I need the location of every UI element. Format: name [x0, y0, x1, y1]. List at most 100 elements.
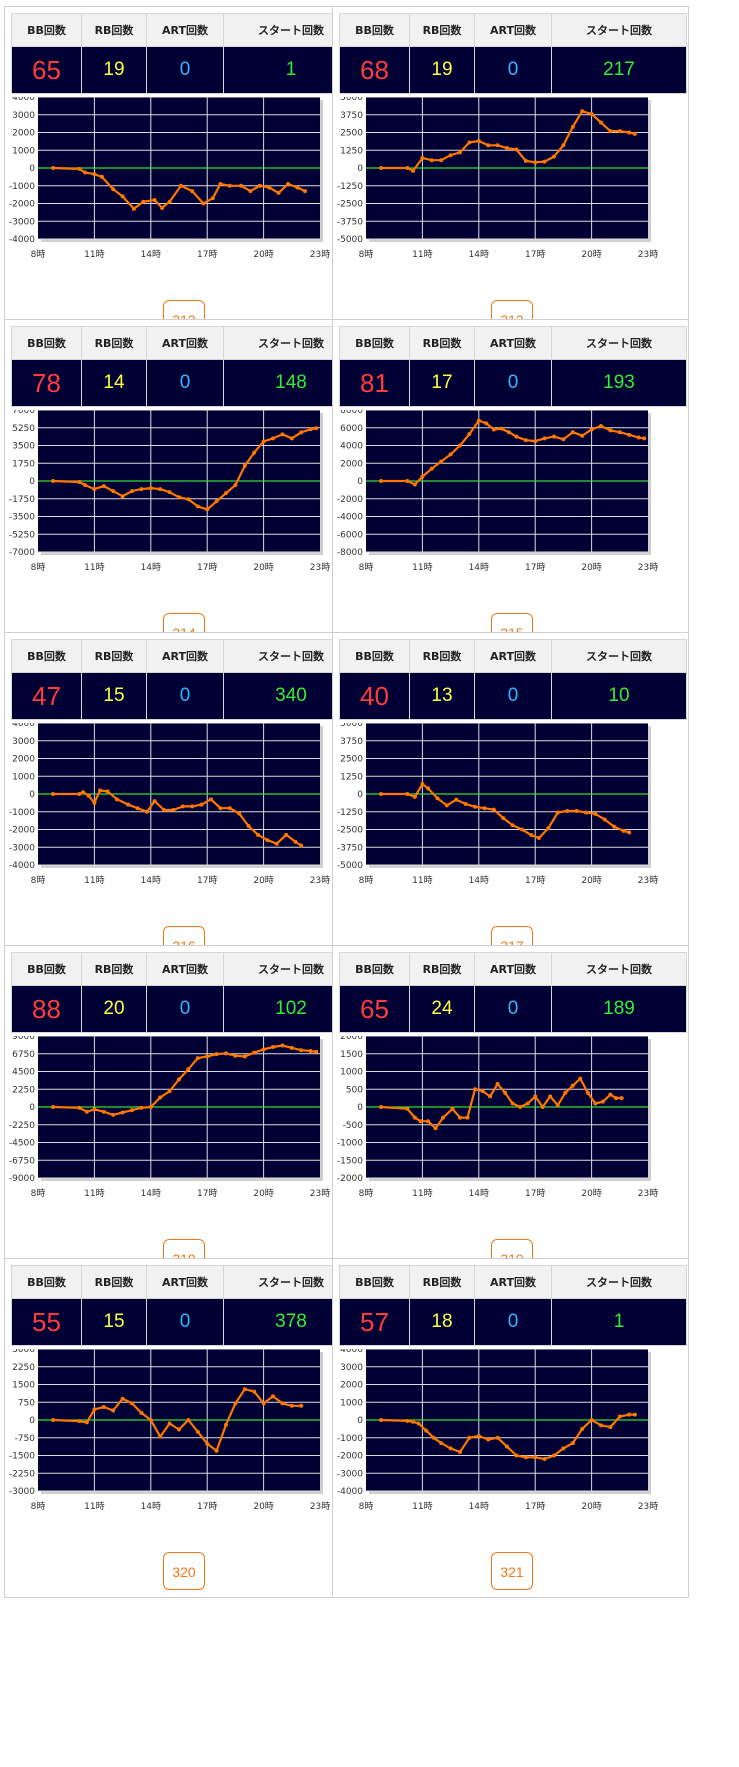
- profit-chart: 5000 3750 2500 1250 0 -1250 -2500 -3750 -5000 8時 1…: [337, 723, 658, 886]
- stats-table: BB回数 RB回数 ART回数 スタート回数 78 14 0 148: [11, 326, 359, 407]
- art-count: 0: [146, 46, 224, 94]
- bb-header: BB回数: [11, 1265, 82, 1299]
- data-point: [242, 1387, 247, 1392]
- data-point: [242, 1054, 247, 1059]
- x-tick-label: 23時: [310, 1501, 330, 1512]
- x-tick-label: 23時: [310, 875, 330, 886]
- data-point: [218, 181, 223, 186]
- data-point: [435, 796, 440, 801]
- data-point: [271, 1045, 275, 1050]
- y-tick-label: 500: [346, 1085, 363, 1095]
- x-tick-label: 20時: [253, 249, 273, 260]
- data-point: [195, 1056, 200, 1061]
- data-point: [570, 1083, 575, 1088]
- rb-count: 19: [409, 46, 475, 94]
- y-tick-label: 1250: [340, 146, 363, 156]
- data-point: [632, 1412, 637, 1417]
- data-point: [463, 801, 468, 806]
- rb-header: RB回数: [409, 952, 475, 986]
- data-point: [608, 1425, 613, 1430]
- data-point: [555, 1103, 560, 1108]
- data-point: [379, 166, 384, 170]
- data-point: [120, 1110, 125, 1115]
- data-point: [126, 802, 131, 807]
- bb-count: 65: [339, 985, 410, 1033]
- data-point: [405, 1106, 410, 1111]
- y-tick-label: 0: [357, 790, 363, 800]
- bb-header: BB回数: [339, 639, 410, 673]
- data-point: [130, 1108, 134, 1113]
- data-point: [433, 1126, 438, 1131]
- data-point: [237, 811, 242, 816]
- data-point: [218, 806, 223, 811]
- y-tick-label: -3000: [9, 217, 35, 227]
- machine-card: BB回数RB回数ART回数スタート回数781401483147000525035…: [4, 319, 361, 659]
- data-point: [424, 1428, 429, 1433]
- data-point: [261, 1401, 266, 1406]
- data-point: [186, 1418, 191, 1422]
- data-point: [51, 1105, 56, 1109]
- art-header: ART回数: [146, 13, 224, 47]
- data-point: [83, 483, 87, 488]
- data-point: [570, 1441, 575, 1446]
- data-point: [224, 1422, 228, 1427]
- bb-count: 57: [339, 1298, 410, 1346]
- data-point: [589, 1418, 594, 1422]
- data-point: [533, 160, 538, 165]
- y-tick-label: -1500: [337, 1156, 363, 1166]
- y-tick-label: 1750: [12, 459, 35, 469]
- data-point: [602, 817, 607, 822]
- data-point: [111, 187, 116, 192]
- start-header: スタート回数: [551, 13, 687, 47]
- data-point: [642, 436, 647, 441]
- data-point: [227, 806, 232, 811]
- data-point: [314, 1049, 319, 1054]
- data-point: [627, 830, 632, 835]
- data-point: [612, 824, 617, 829]
- art-count: 0: [146, 985, 224, 1033]
- bb-header: BB回数: [11, 326, 82, 360]
- data-point: [92, 800, 97, 805]
- data-point: [289, 1045, 294, 1050]
- y-tick-label: -4000: [9, 861, 35, 871]
- x-tick-label: 14時: [469, 1501, 489, 1512]
- y-tick-label: -6000: [337, 530, 363, 540]
- data-point: [570, 430, 575, 435]
- x-tick-label: 17時: [197, 249, 217, 260]
- data-point: [439, 459, 444, 464]
- data-point: [561, 1446, 566, 1451]
- x-tick-label: 20時: [253, 1188, 273, 1199]
- data-point: [420, 782, 425, 787]
- data-point: [482, 806, 487, 811]
- data-point: [429, 466, 434, 471]
- y-tick-label: -3750: [337, 843, 363, 853]
- data-point: [98, 788, 103, 793]
- data-point: [488, 1094, 493, 1099]
- data-point: [139, 1105, 144, 1110]
- machine-number-button[interactable]: 321: [491, 1552, 533, 1590]
- y-tick-label: 0: [357, 477, 363, 487]
- data-point: [518, 1105, 523, 1109]
- data-point: [152, 799, 157, 804]
- data-point: [412, 482, 417, 487]
- start-header: スタート回数: [551, 326, 687, 360]
- data-point: [444, 803, 449, 808]
- rb-count: 17: [409, 359, 475, 407]
- y-tick-label: -4000: [337, 513, 363, 523]
- data-point: [302, 189, 307, 194]
- y-tick-label: 0: [357, 1416, 363, 1426]
- y-tick-label: -9000: [9, 1174, 35, 1184]
- y-tick-label: 0: [29, 164, 35, 174]
- data-point: [619, 1096, 624, 1101]
- y-tick-label: -1000: [9, 182, 35, 192]
- start-count: 10: [551, 672, 687, 720]
- data-point: [199, 802, 204, 807]
- data-point: [51, 1418, 56, 1422]
- data-point: [152, 197, 157, 202]
- data-point: [120, 194, 125, 199]
- data-point: [561, 437, 566, 442]
- machine-number-button[interactable]: 320: [163, 1552, 205, 1590]
- data-point: [426, 1119, 431, 1124]
- data-point: [420, 156, 425, 161]
- data-point: [476, 418, 481, 423]
